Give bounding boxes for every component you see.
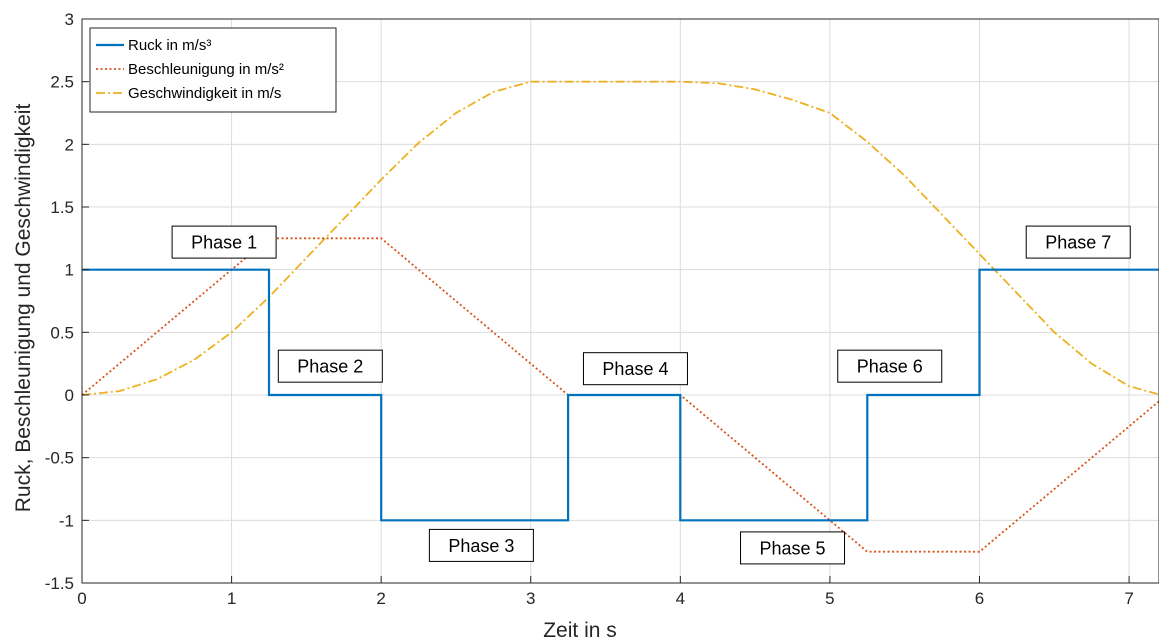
- series-line-1: [82, 268, 1159, 522]
- legend-entry-label: Geschwindigkeit in m/s: [128, 85, 281, 102]
- y-tick-label: -1.5: [45, 574, 74, 593]
- x-tick-label: 2: [376, 589, 385, 608]
- phase-box: [1025, 225, 1131, 259]
- x-tick-label: 5: [825, 589, 834, 608]
- x-tick-label: 6: [975, 589, 984, 608]
- legend-entry-label: Beschleunigung in m/s²: [128, 61, 284, 78]
- phase-label: Phase 3: [448, 536, 514, 556]
- y-tick-label: 1.5: [50, 198, 74, 217]
- phase-label: Phase 2: [297, 357, 363, 377]
- y-tick-label: 3: [65, 10, 74, 29]
- series-line-2: [81, 237, 1159, 553]
- x-tick-label: 4: [676, 589, 685, 608]
- y-tick-label: 2.5: [50, 73, 74, 92]
- x-tick-label: 1: [227, 589, 236, 608]
- phase-label: Phase 1: [191, 233, 257, 253]
- phase-label: Phase 5: [759, 538, 825, 558]
- y-tick-label: 0.5: [50, 323, 74, 342]
- legend: Ruck in m/s³ Beschleunigung in m/s² Geschw…: [89, 27, 337, 113]
- y-tick-label: -1: [59, 511, 74, 530]
- phase-annotations: Phase 1 Phase 2 Phase 3 Phase 4 Phase 5 Phase…: [171, 225, 1131, 565]
- phase-label: Phase 4: [602, 359, 668, 379]
- tick-layer: 0 1 2 3 4 5 6 7 -1.5 -1 -0.5 0 0.5 1 1.5 2 2.5 3: [45, 10, 1134, 608]
- y-tick-label: 2: [65, 135, 74, 154]
- series-line-3: [81, 80, 1159, 396]
- x-axis-label: Zeit in s: [543, 619, 617, 642]
- phase-box: [837, 349, 943, 383]
- legend-entry-label: Ruck in m/s³: [128, 37, 211, 54]
- phase-box: [277, 349, 383, 383]
- phase-box: [171, 225, 277, 259]
- x-tick-label: 3: [526, 589, 535, 608]
- legend-box: [89, 27, 337, 113]
- y-tick-label: -0.5: [45, 449, 74, 468]
- phase-label: Phase 7: [1045, 233, 1111, 253]
- phase-box: [740, 531, 846, 565]
- series-layer: [81, 80, 1159, 553]
- axes-box: [81, 18, 1159, 584]
- phase-box: [428, 528, 534, 562]
- phase-label: Phase 6: [857, 357, 923, 377]
- x-tick-label: 7: [1124, 589, 1133, 608]
- y-tick-label: 1: [65, 261, 74, 280]
- x-tick-label: 0: [77, 589, 86, 608]
- y-axis-label: Ruck, Beschleunigung und Geschwindigkeit: [12, 104, 35, 513]
- y-tick-label: 0: [65, 386, 74, 405]
- phase-box: [582, 352, 688, 386]
